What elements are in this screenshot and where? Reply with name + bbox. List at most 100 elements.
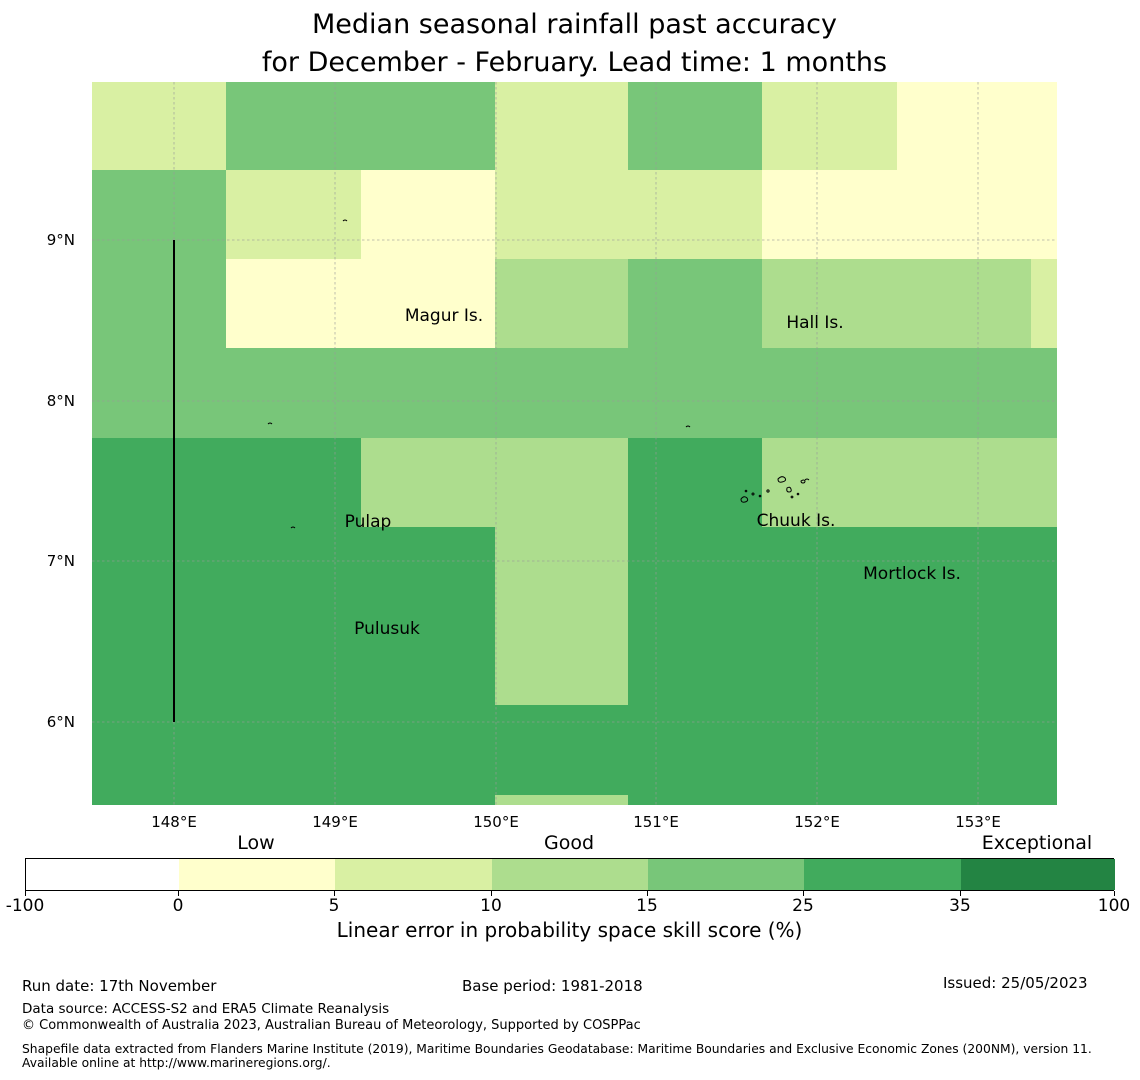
map-cell bbox=[361, 259, 495, 348]
map-cell bbox=[495, 795, 628, 805]
map-cell bbox=[495, 438, 628, 527]
map-cell bbox=[762, 795, 897, 805]
island-label: Hall Is. bbox=[786, 313, 844, 333]
map-cell bbox=[897, 348, 1031, 438]
island-label: Mortlock Is. bbox=[863, 564, 961, 584]
map-cell bbox=[361, 82, 495, 170]
x-axis-tick-label: 150°E bbox=[473, 813, 519, 831]
shapefile-note-text: Shapefile data extracted from Flanders M… bbox=[22, 1042, 1092, 1070]
map-cell bbox=[1031, 438, 1057, 527]
map-cell bbox=[1031, 795, 1057, 805]
chart-title: Median seasonal rainfall past accuracy f… bbox=[92, 6, 1057, 82]
map-cell bbox=[897, 170, 1031, 259]
map-cell bbox=[226, 348, 361, 438]
map-cell bbox=[628, 527, 762, 616]
map-cell bbox=[628, 82, 762, 170]
map-cell bbox=[628, 170, 762, 259]
map-cell bbox=[762, 705, 897, 795]
islet-mark bbox=[290, 526, 296, 529]
y-axis-tick-label: 6°N bbox=[46, 713, 75, 731]
island-label: Pulusuk bbox=[354, 619, 420, 639]
map-cell bbox=[226, 170, 361, 259]
lat-lon-gridlines bbox=[92, 82, 1057, 805]
map-cell bbox=[495, 82, 628, 170]
map-cell bbox=[762, 438, 897, 527]
colorbar-category-label: Good bbox=[543, 832, 595, 854]
map-cell bbox=[1031, 348, 1057, 438]
map-cell bbox=[92, 438, 226, 527]
y-axis-tick-label: 7°N bbox=[46, 552, 75, 570]
map-canvas bbox=[92, 82, 1057, 805]
colorbar-tick-label: 10 bbox=[480, 896, 502, 916]
map-cell bbox=[628, 616, 762, 705]
map-cell bbox=[762, 348, 897, 438]
map-cell bbox=[92, 795, 226, 805]
colorbar-segment bbox=[492, 859, 648, 890]
map-cell bbox=[226, 259, 361, 348]
map-cell bbox=[361, 527, 495, 616]
colorbar-tick-mark bbox=[491, 891, 492, 896]
island-label: Magur Is. bbox=[404, 306, 484, 326]
issued-date-text: Issued: 25/05/2023 bbox=[943, 974, 1088, 992]
colorbar-tick-mark bbox=[803, 891, 804, 896]
map-cell bbox=[226, 795, 361, 805]
map-cell bbox=[1031, 616, 1057, 705]
map-cell bbox=[897, 438, 1031, 527]
colorbar-tick-label: 25 bbox=[792, 896, 814, 916]
map-cell bbox=[762, 527, 897, 616]
x-axis-tick-label: 149°E bbox=[312, 813, 358, 831]
colorbar-category-label: Exceptional bbox=[981, 832, 1093, 854]
islet-mark bbox=[267, 422, 273, 425]
map-cell bbox=[897, 705, 1031, 795]
colorbar-tick-mark bbox=[334, 891, 335, 896]
island-label: Chuuk Is. bbox=[756, 511, 836, 531]
map-cell bbox=[495, 170, 628, 259]
map-cell bbox=[361, 438, 495, 527]
map-cell bbox=[361, 795, 495, 805]
data-source-text: Data source: ACCESS-S2 and ERA5 Climate … bbox=[22, 1001, 390, 1017]
map-cell bbox=[762, 259, 897, 348]
base-period-text: Base period: 1981-2018 bbox=[462, 977, 643, 995]
map-cell bbox=[361, 348, 495, 438]
map-cell bbox=[226, 438, 361, 527]
colorbar-tick-label: 5 bbox=[328, 896, 340, 916]
copyright-text: © Commonwealth of Australia 2023, Austra… bbox=[22, 1018, 641, 1033]
x-axis-tick-label: 148°E bbox=[151, 813, 197, 831]
run-date-text: Run date: 17th November bbox=[22, 977, 217, 995]
map-cell bbox=[361, 170, 495, 259]
islet-mark bbox=[685, 425, 691, 428]
x-axis-tick-label: 152°E bbox=[794, 813, 840, 831]
map-cell bbox=[92, 259, 226, 348]
colorbar-tick-label: 100 bbox=[1097, 896, 1131, 916]
map-cell bbox=[628, 348, 762, 438]
map-cell bbox=[897, 795, 1031, 805]
map-area bbox=[92, 82, 1057, 805]
y-axis-tick-label: 9°N bbox=[46, 231, 75, 249]
small-islet-marks bbox=[267, 219, 810, 529]
map-cell bbox=[1031, 259, 1057, 348]
colorbar-segment bbox=[26, 859, 179, 890]
map-cell bbox=[92, 348, 226, 438]
map-cell bbox=[495, 259, 628, 348]
map-cell bbox=[495, 705, 628, 795]
map-cell bbox=[495, 527, 628, 616]
chuuk-atoll-outlines bbox=[740, 476, 806, 503]
skill-grid-cells bbox=[92, 82, 1057, 805]
map-cell bbox=[762, 82, 897, 170]
colorbar-axis-label: Linear error in probability space skill … bbox=[336, 918, 803, 942]
y-axis-tick-label: 8°N bbox=[46, 392, 75, 410]
map-cell bbox=[897, 259, 1031, 348]
map-cell bbox=[897, 527, 1031, 616]
colorbar-category-label: Low bbox=[237, 832, 275, 854]
map-cell bbox=[361, 705, 495, 795]
colorbar-segment bbox=[335, 859, 492, 890]
colorbar-tick-label: -100 bbox=[5, 896, 45, 916]
map-cell bbox=[495, 616, 628, 705]
map-cell bbox=[92, 82, 226, 170]
title-line1: Median seasonal rainfall past accuracy bbox=[312, 9, 837, 40]
map-cell bbox=[92, 616, 226, 705]
colorbar-tick-mark bbox=[647, 891, 648, 896]
map-cell bbox=[1031, 82, 1057, 170]
island-label: Pulap bbox=[344, 512, 392, 532]
map-cell bbox=[495, 348, 628, 438]
